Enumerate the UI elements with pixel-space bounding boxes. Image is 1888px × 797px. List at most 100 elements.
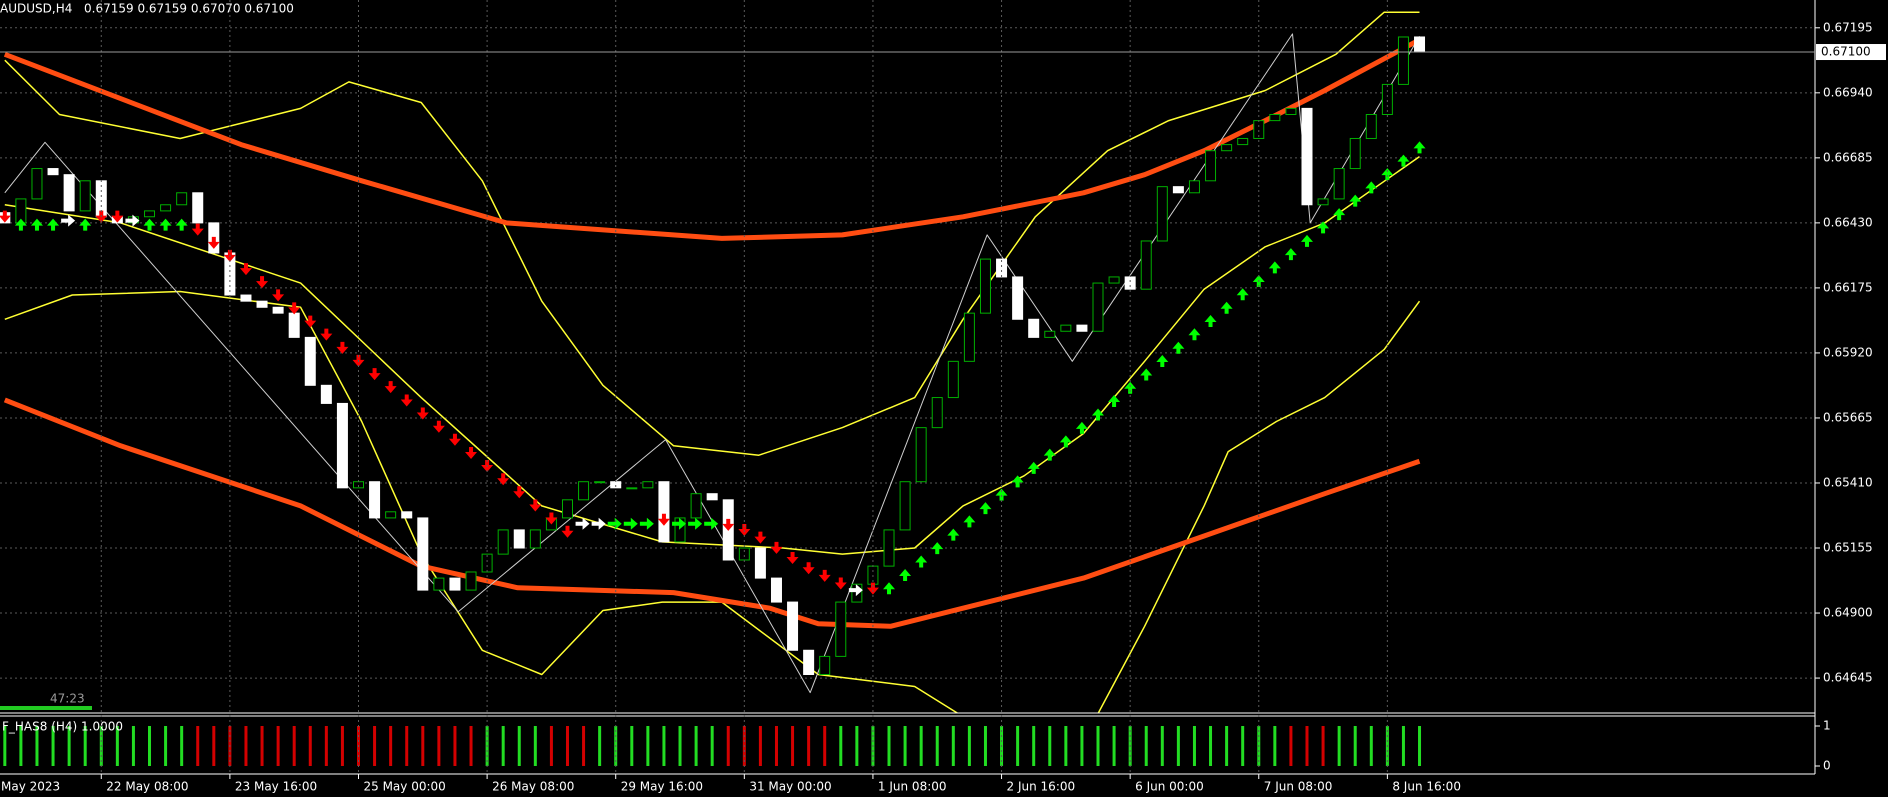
histogram-bar	[1337, 726, 1341, 766]
signal-arrow	[79, 218, 92, 231]
overlay-line	[4, 290, 1421, 713]
histogram-bar	[1305, 726, 1309, 766]
signal-arrow	[834, 577, 847, 590]
signal-arrow	[159, 218, 172, 231]
candle-body	[674, 517, 686, 543]
signal-arrow	[688, 517, 703, 530]
histogram-bar	[1225, 726, 1229, 766]
y-tick-label: 0.65410	[1823, 475, 1873, 489]
signal-arrow	[754, 531, 767, 544]
candle-body	[626, 487, 638, 490]
candle-body	[433, 577, 445, 591]
candle-body	[899, 481, 911, 531]
candle-body	[1221, 144, 1233, 152]
histogram-bar	[791, 726, 795, 766]
candle-body	[417, 517, 429, 591]
candle-body	[529, 529, 541, 549]
signal-arrow	[304, 315, 317, 328]
candle-body	[642, 481, 654, 489]
signal-arrow	[818, 569, 831, 582]
histogram-bar	[1176, 726, 1180, 766]
signal-arrow	[207, 236, 220, 249]
signal-arrow	[497, 473, 510, 486]
signal-arrow	[1397, 154, 1410, 167]
histogram-bar	[887, 726, 891, 766]
signal-arrow	[368, 368, 381, 381]
candle-body	[513, 529, 525, 549]
candle-body	[1269, 113, 1281, 122]
signal-arrow	[1059, 435, 1072, 448]
candle-body	[176, 192, 188, 206]
candle-body	[803, 649, 815, 675]
signal-arrow	[320, 328, 333, 341]
signal-arrow	[0, 210, 11, 223]
current-price-label: 0.67100	[1821, 45, 1871, 59]
signal-arrow	[639, 517, 654, 530]
signal-arrow	[995, 488, 1008, 501]
histogram-bar	[630, 726, 634, 766]
histogram-bar	[35, 726, 39, 766]
histogram-bar	[389, 726, 393, 766]
x-tick-label: 25 May 00:00	[363, 780, 445, 794]
histogram-bar	[501, 726, 505, 766]
histogram-bar	[694, 726, 698, 766]
signal-arrow	[1381, 168, 1394, 181]
histogram-bar	[1144, 726, 1148, 766]
candle-body	[1060, 324, 1072, 332]
y-tick-label: 0.67195	[1823, 20, 1873, 34]
candle-body	[658, 481, 670, 543]
histogram-bar	[517, 726, 521, 766]
indicator-title: F_HAS8 (H4) 1.0000	[2, 720, 123, 734]
signal-arrow	[1188, 328, 1201, 341]
candle-body	[1333, 168, 1345, 200]
signal-arrow	[416, 407, 429, 420]
overlay-line	[4, 11, 1420, 456]
signal-arrow	[1156, 355, 1169, 368]
candle-body	[1349, 137, 1361, 170]
candle-body	[1012, 276, 1024, 320]
candle-body	[497, 529, 509, 555]
x-tick-label: 23 May 16:00	[235, 780, 317, 794]
overlay-line	[3, 37, 1421, 241]
signal-arrow	[915, 555, 928, 568]
signal-arrow	[607, 517, 622, 530]
candle-body	[160, 204, 172, 212]
histogram-bar	[1160, 726, 1164, 766]
histogram-bar	[1064, 726, 1068, 766]
candle-body	[1285, 107, 1297, 115]
signal-arrow	[1284, 248, 1297, 261]
x-tick-label: 8 Jun 16:00	[1392, 780, 1461, 794]
candle-body	[401, 511, 413, 519]
candle-body	[272, 306, 284, 314]
x-tick-label: 7 Jun 08:00	[1264, 780, 1333, 794]
histogram-bar	[180, 726, 184, 766]
histogram-bar	[148, 726, 152, 766]
candle-body	[754, 547, 766, 579]
candle-body	[915, 427, 927, 483]
main-panel	[0, 11, 1815, 713]
candle-body	[336, 402, 348, 489]
signal-arrow	[513, 486, 526, 499]
signal-arrow	[883, 582, 896, 595]
histogram-bar	[1273, 726, 1277, 766]
candle-body	[706, 493, 718, 501]
signal-arrow	[1268, 261, 1281, 274]
y-tick-label: 0	[1823, 759, 1831, 773]
chart-title: AUDUSD,H4	[0, 2, 72, 16]
signal-arrow	[1043, 448, 1056, 461]
candle-body	[1028, 318, 1040, 338]
signal-arrow	[111, 210, 124, 223]
candle-body	[787, 601, 799, 651]
candle-body	[963, 312, 975, 362]
overlay-line	[4, 33, 1420, 694]
signal-arrow	[802, 562, 815, 575]
signal-arrow	[529, 499, 542, 512]
candle-body	[320, 384, 332, 404]
histogram-bar	[421, 726, 425, 766]
y-tick-label: 0.66685	[1823, 150, 1873, 164]
histogram-bar	[758, 726, 762, 766]
x-tick-label: 2 Jun 16:00	[1007, 780, 1076, 794]
x-tick-label: May 2023	[1, 780, 60, 794]
histogram-bar	[565, 726, 569, 766]
candle-body	[1414, 36, 1426, 53]
